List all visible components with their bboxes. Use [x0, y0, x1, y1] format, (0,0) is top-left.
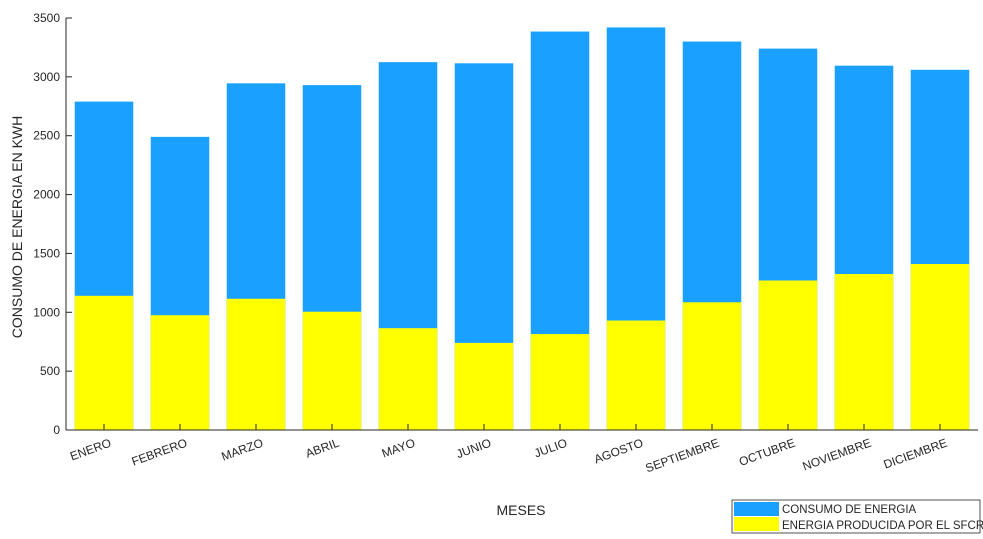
- x-tick-label-octubre: OCTUBRE: [737, 436, 797, 469]
- bar-produccion-mayo: [378, 328, 438, 430]
- y-tick-label: 1500: [33, 246, 60, 260]
- x-tick-label-mayo: MAYO: [380, 436, 417, 461]
- bars-layer: [74, 27, 970, 431]
- bar-produccion-abril: [302, 311, 362, 430]
- bar-produccion-marzo: [226, 298, 286, 430]
- bar-produccion-agosto: [606, 320, 666, 430]
- y-tick-label: 2000: [33, 188, 60, 202]
- bar-produccion-junio: [454, 342, 514, 430]
- x-tick-label-julio: JULIO: [532, 436, 569, 461]
- bar-produccion-diciembre: [910, 264, 970, 430]
- bar-produccion-enero: [74, 295, 134, 430]
- legend-swatch-consumo: [734, 502, 779, 516]
- bar-produccion-octubre: [758, 280, 818, 430]
- legend: CONSUMO DE ENERGIA ENERGIA PRODUCIDA POR…: [731, 499, 983, 534]
- x-tick-label-diciembre: DICIEMBRE: [882, 436, 949, 472]
- y-tick-label: 2500: [33, 129, 60, 143]
- bar-produccion-julio: [530, 334, 590, 430]
- y-tick-label: 1000: [33, 305, 60, 319]
- x-tick-label-enero: ENERO: [68, 436, 113, 464]
- bar-produccion-noviembre: [834, 274, 894, 430]
- x-tick-label-noviembre: NOVIEMBRE: [801, 436, 873, 474]
- bar-produccion-septiembre: [682, 302, 742, 430]
- x-axis-label: MESES: [496, 502, 545, 518]
- legend-label-produccion: ENERGIA PRODUCIDA POR EL SFCR: [782, 520, 983, 532]
- x-tick-label-agosto: AGOSTO: [592, 436, 645, 467]
- x-tick-label-febrero: FEBRERO: [130, 436, 189, 469]
- x-tick-label-marzo: MARZO: [220, 436, 266, 464]
- legend-label-consumo: CONSUMO DE ENERGIA: [782, 504, 917, 516]
- legend-swatch-produccion: [734, 517, 779, 531]
- y-tick-label: 3000: [33, 70, 60, 84]
- y-axis-label: CONSUMO DE ENERGIA EN KWH: [9, 116, 25, 338]
- x-tick-label-septiembre: SEPTIEMBRE: [644, 436, 721, 476]
- y-tick-label: 500: [40, 364, 60, 378]
- x-tick-label-abril: ABRIL: [304, 436, 342, 461]
- y-tick-label: 0: [53, 423, 60, 437]
- bar-produccion-febrero: [150, 315, 210, 430]
- y-tick-label: 3500: [33, 11, 60, 25]
- x-tick-label-junio: JUNIO: [454, 436, 493, 461]
